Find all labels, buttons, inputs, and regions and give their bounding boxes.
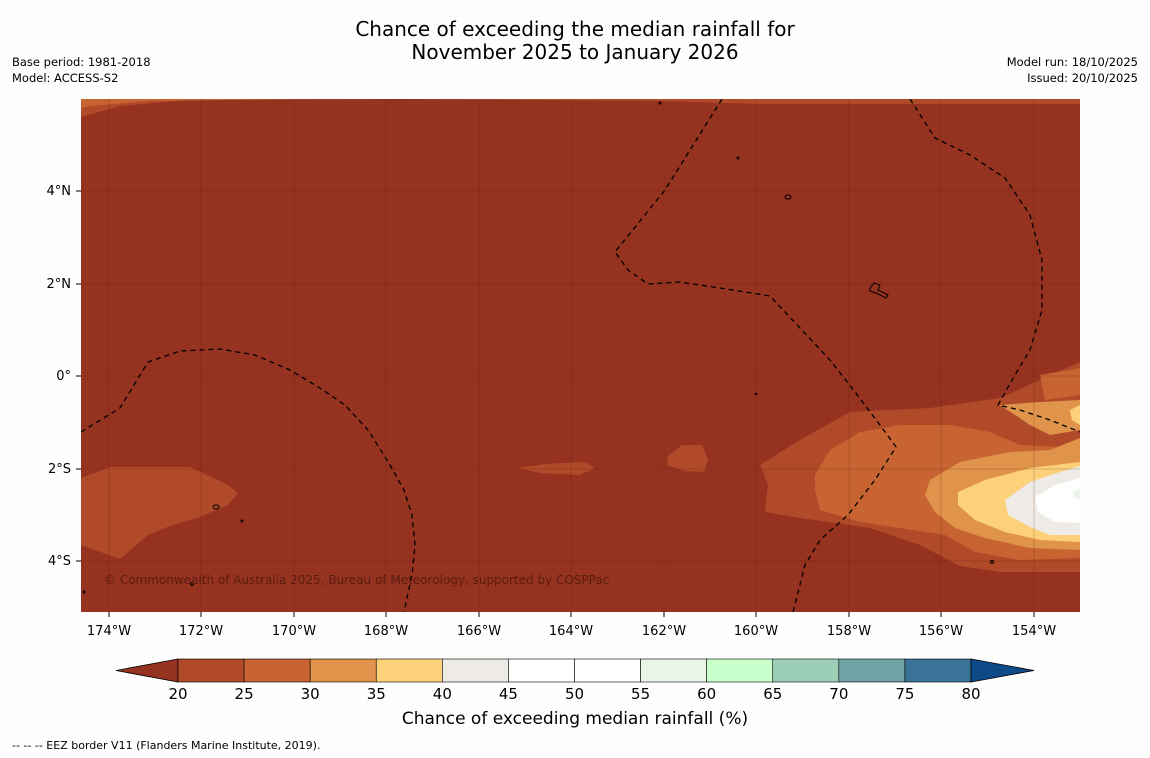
colorbar-segment [904,658,972,683]
colorbar: 20 25 30 35 40 45 50 55 60 65 70 75 80 [115,658,1035,703]
colorbar-tick-label: 70 [829,685,848,703]
contour-se-30b [1040,368,1080,400]
contour-se-40b [1070,405,1080,425]
lon-label: 160°W [734,624,778,639]
colorbar-tick-label: 80 [961,685,980,703]
longitude-labels: 174°W 172°W 170°W 168°W 166°W 164°W 162°… [87,624,1056,639]
lon-label: 174°W [87,624,131,639]
axis-ticks [76,190,1035,617]
contour-top-30 [81,99,300,108]
metadata-left: Base period: 1981-2018 Model: ACCESS-S2 [12,54,151,86]
colorbar-under-arrow [115,658,179,683]
colorbar-segments [177,658,972,683]
lon-label: 164°W [549,624,593,639]
lon-label: 156°W [919,624,963,639]
colorbar-segment [706,658,774,683]
colorbar-over-arrow [970,658,1035,683]
contour-top-25 [81,99,1080,117]
base-period: Base period: 1981-2018 [12,55,151,69]
contour-se-50 [1035,478,1080,523]
model-name: Model: ACCESS-S2 [12,71,119,85]
colorbar-segment [243,658,311,683]
metadata-right: Model run: 18/10/2025 Issued: 20/10/2025 [1007,54,1138,86]
lat-label: 4°S [48,554,71,569]
colorbar-tick-label: 50 [565,685,584,703]
lat-label: 2°N [47,277,72,292]
map-area: © Commonwealth of Australia 2025, Bureau… [81,99,1080,612]
title-line-2: November 2025 to January 2026 [411,40,739,64]
gridlines [81,99,1080,612]
contour-patch-2 [667,445,708,472]
eez-borders [81,99,1080,612]
contour-sw-25 [81,467,238,559]
colorbar-segment [442,658,509,683]
islands [82,101,994,594]
colorbar-segment [838,658,906,683]
colorbar-segment [508,658,575,683]
contour-se-55 [1072,488,1080,500]
lon-label: 168°W [364,624,408,639]
title-line-1: Chance of exceeding the median rainfall … [355,17,795,41]
model-run: Model run: 18/10/2025 [1006,55,1138,69]
colorbar-segment [309,658,377,683]
lat-label: 0° [56,369,71,384]
colorbar-segment [574,658,641,683]
colorbar-segment [772,658,840,683]
colorbar-segment [375,658,443,683]
lon-label: 172°W [179,624,223,639]
lat-label: 4°N [47,184,72,199]
colorbar-label: Chance of exceeding median rainfall (%) [401,709,749,729]
lon-label: 170°W [272,624,316,639]
eez-footnote: -- -- -- EEZ border V11 (Flanders Marine… [12,739,321,752]
colorbar-tick-label: 45 [499,685,518,703]
colorbar-segment [640,658,707,683]
lon-label: 154°W [1012,624,1056,639]
colorbar-tick-label: 60 [697,685,716,703]
contour-patch-1 [518,462,595,475]
map-title: Chance of exceeding the median rainfall … [0,18,1150,64]
colorbar-tick-label: 30 [301,685,320,703]
issued-date: Issued: 20/10/2025 [1027,71,1138,85]
colorbar-tick-label: 20 [168,685,187,703]
copyright-text: © Commonwealth of Australia 2025, Bureau… [104,573,609,587]
lon-label: 158°W [827,624,871,639]
lon-label: 162°W [642,624,686,639]
colorbar-tick-label: 35 [367,685,386,703]
lon-label: 166°W [457,624,501,639]
colorbar-tick-label: 65 [763,685,782,703]
latitude-labels: 4°N 2°N 0° 2°S 4°S [47,184,72,569]
colorbar-ticks: 20 25 30 35 40 45 50 55 60 65 70 75 80 [168,685,980,703]
colorbar-segment [177,658,245,683]
colorbar-tick-label: 40 [433,685,452,703]
colorbar-tick-label: 55 [631,685,650,703]
colorbar-tick-label: 25 [235,685,254,703]
colorbar-tick-label: 75 [895,685,914,703]
contour-se-35b [1000,400,1080,435]
lat-label: 2°S [48,462,71,477]
